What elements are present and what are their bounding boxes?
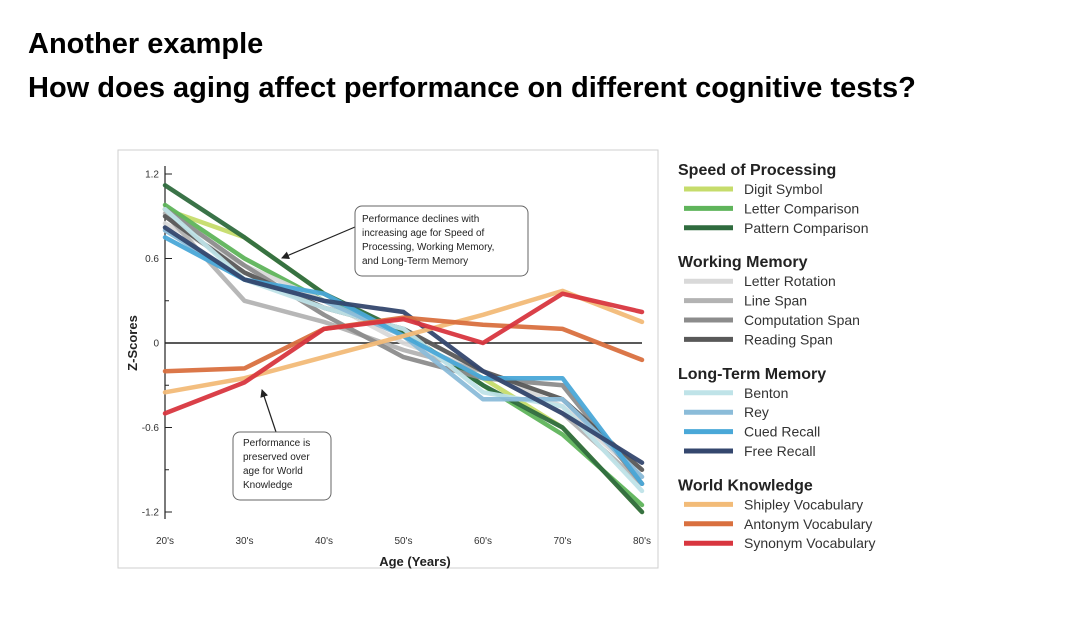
y-tick-label: 0.6 [145, 254, 159, 265]
legend-item-label: Cued Recall [744, 424, 820, 440]
annotation-box-1: Performance declines with increasing age … [281, 205, 529, 277]
annotation-text-line: Knowledge [243, 480, 293, 491]
x-ticks: 20's 30's 40's 50's 60's 70's 80's [156, 536, 651, 547]
y-tick-label: 1.2 [145, 170, 159, 181]
x-tick-label: 30's [235, 536, 253, 547]
x-tick-label: 60's [474, 536, 492, 547]
x-tick-label: 80's [633, 536, 651, 547]
annotations: Performance declines with increasing age … [232, 205, 529, 501]
x-axis-label: Age (Years) [379, 554, 451, 569]
slide-title: Another example How does aging affect pe… [28, 22, 916, 110]
plot-frame [117, 149, 659, 569]
annotation-arrow [260, 389, 277, 433]
legend-group-title: Working Memory [678, 254, 808, 271]
annotation-text-line: Performance is [243, 438, 310, 449]
annotation-box-2: Performance is preserved over age for Worl… [232, 389, 332, 501]
x-tick-label: 20's [156, 536, 174, 547]
annotation-frame [232, 431, 332, 501]
legend-item-label: Benton [744, 385, 788, 401]
series-line-computation-span [162, 206, 645, 487]
legend-item-label: Digit Symbol [744, 181, 823, 197]
legend-item-label: Synonym Vocabulary [744, 535, 876, 551]
annotation-text-line: and Long-Term Memory [362, 256, 468, 267]
legend: Speed of Processing Digit Symbol Letter Co… [678, 162, 876, 551]
legend-item-label: Line Span [744, 293, 807, 309]
series-line-synonym-vocabulary [162, 291, 645, 416]
y-axis-label: Z-Scores [125, 315, 140, 371]
annotation-text-line: Performance declines with [362, 214, 479, 225]
legend-group-title: Speed of Processing [678, 162, 836, 179]
legend-group-title: Long-Term Memory [678, 366, 826, 383]
legend-group-title: World Knowledge [678, 477, 813, 494]
annotation-text-line: preserved over [243, 452, 310, 463]
legend-item-label: Computation Span [744, 312, 860, 328]
y-tick-label: -0.6 [142, 423, 160, 434]
series-lines [162, 183, 645, 515]
legend-item-label: Rey [744, 404, 769, 420]
annotation-text-line: age for World [243, 466, 303, 477]
legend-item-label: Pattern Comparison [744, 220, 869, 236]
annotation-frame [354, 205, 529, 277]
slide-title-line-1: Another example [28, 28, 264, 60]
annotation-arrow [281, 226, 356, 259]
slide-title-line-2: How does aging affect performance on dif… [28, 72, 916, 104]
x-tick-label: 50's [394, 536, 412, 547]
legend-item-label: Antonym Vocabulary [744, 516, 872, 532]
legend-item-label: Shipley Vocabulary [744, 496, 863, 512]
legend-item-label: Letter Rotation [744, 273, 836, 289]
legend-item-label: Reading Span [744, 331, 833, 347]
x-tick-label: 70's [553, 536, 571, 547]
series-line-free-recall [162, 225, 645, 465]
y-tick-label: 0 [153, 339, 159, 350]
annotation-text-line: increasing age for Speed of [362, 228, 485, 239]
legend-item-label: Letter Comparison [744, 200, 859, 216]
x-tick-label: 40's [315, 536, 333, 547]
legend-item-label: Free Recall [744, 443, 816, 459]
y-tick-label: -1.2 [142, 508, 160, 519]
series-line-shipley-vocabulary [162, 288, 645, 395]
annotation-text-line: Processing, Working Memory, [362, 242, 494, 253]
y-ticks: 1.2 0.6 0 -0.6 -1.2 [142, 170, 172, 519]
